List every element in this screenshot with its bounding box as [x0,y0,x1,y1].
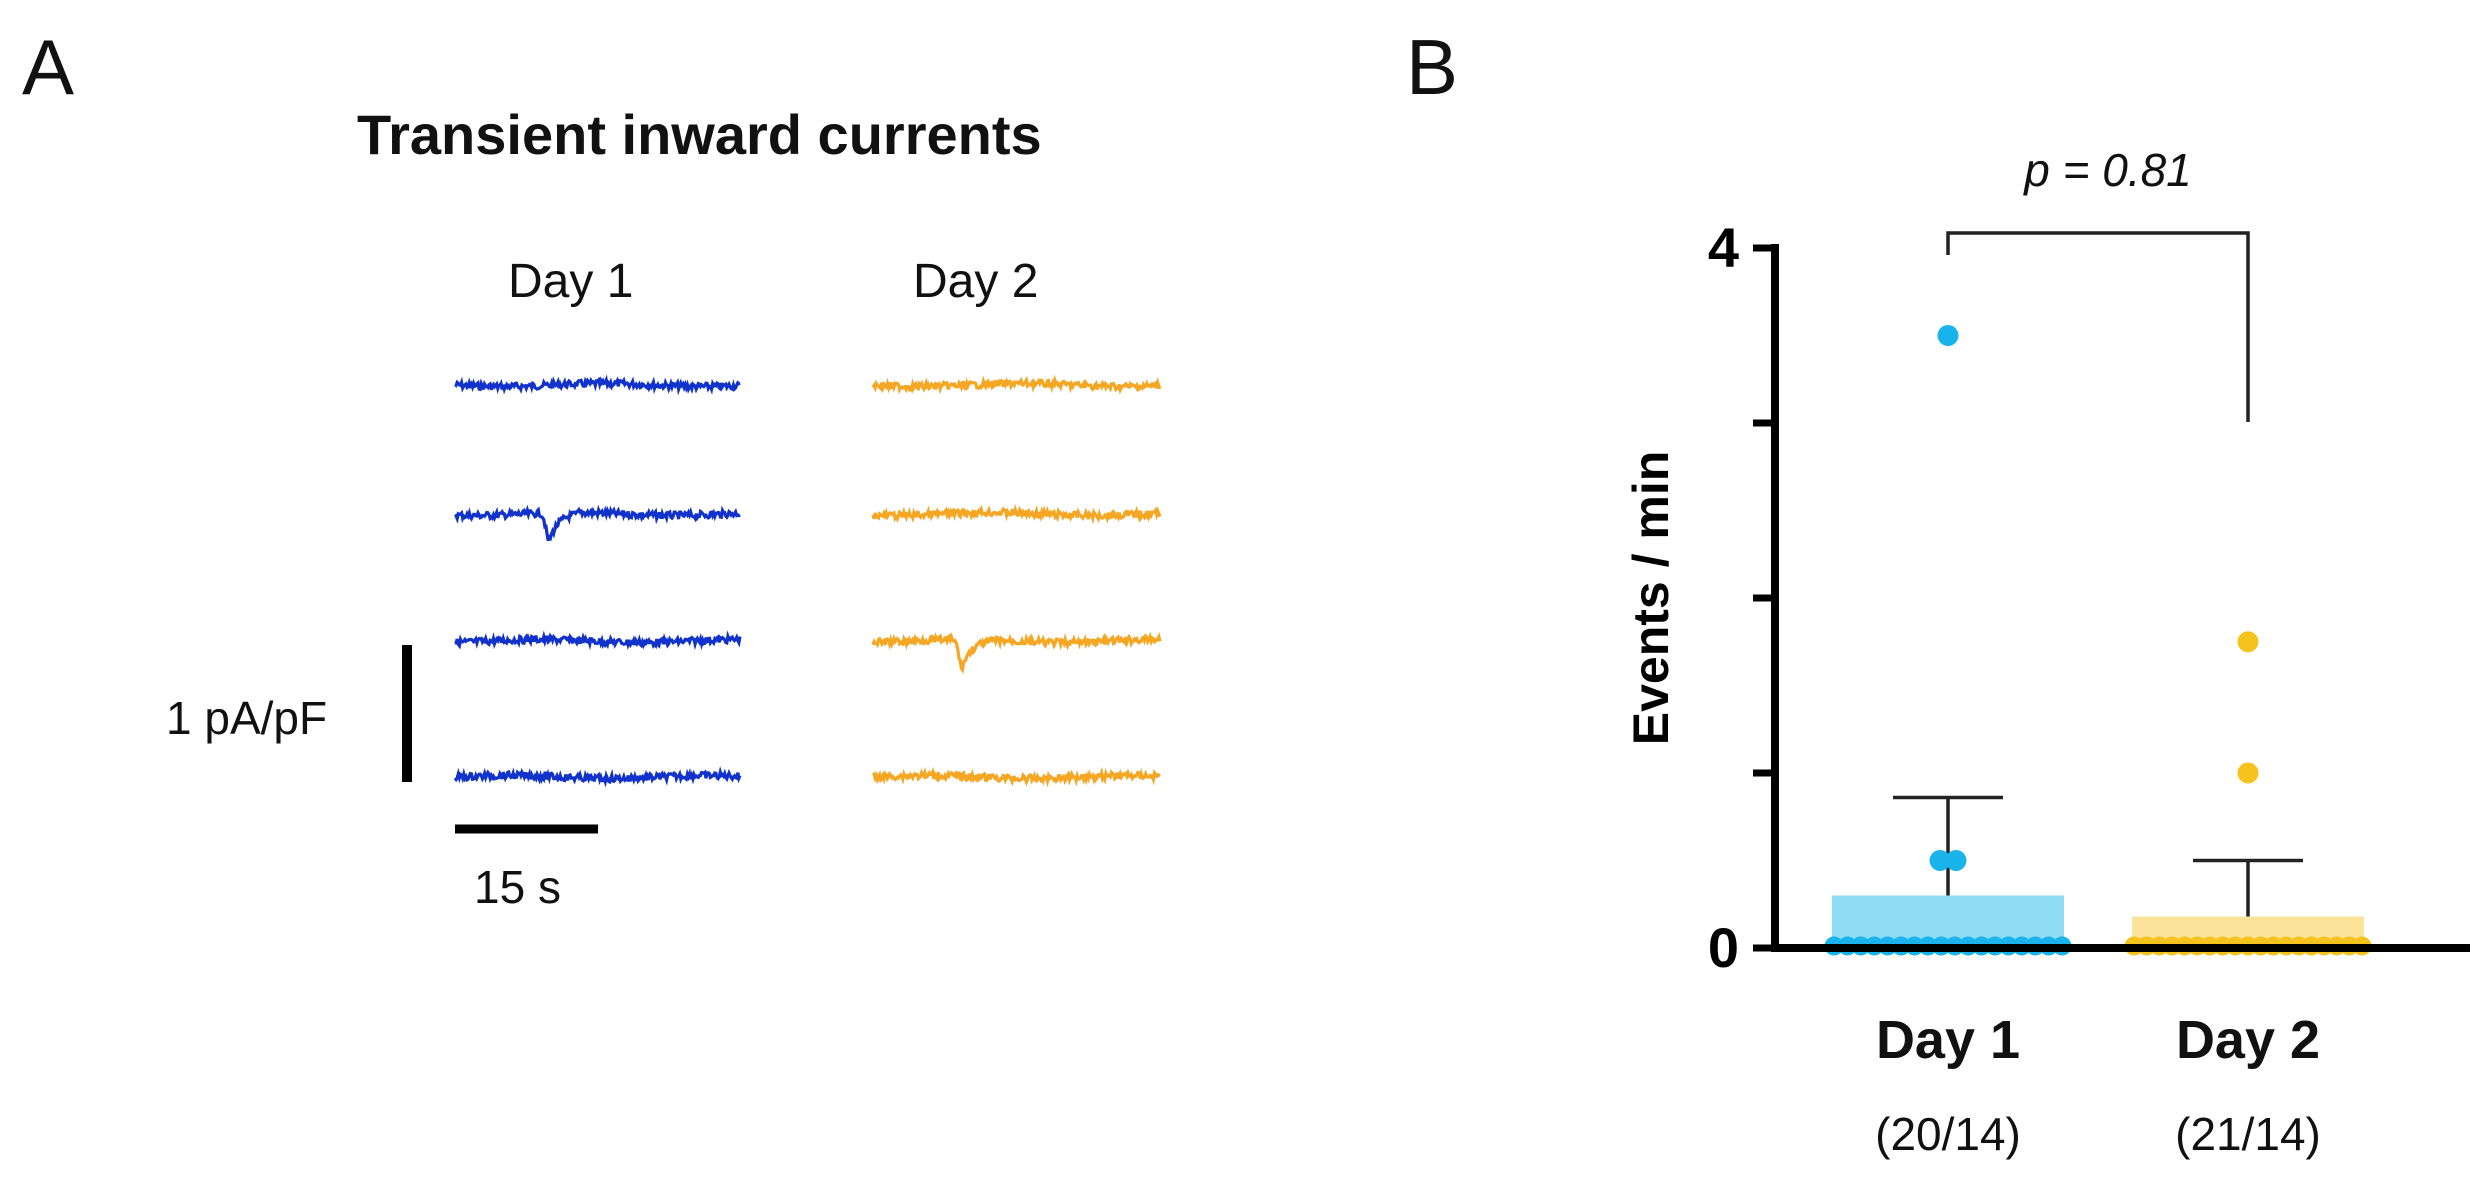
x-category-label: Day 1 [1876,1010,2020,1070]
panel-b-letter: B [1406,23,1459,111]
data-point-day2 [2237,631,2259,653]
scale-x-label: 15 s [474,861,561,913]
trace-day1-row-1 [454,374,741,396]
x-category-label: Day 2 [2176,1010,2320,1070]
p-value-annotation: p = 0.81 [2022,144,2192,196]
trace-day2-row-1 [871,374,1162,395]
y-tick-label: 4 [1708,216,1739,279]
trace-day1-row-4 [453,766,742,788]
panel-a-letter: A [22,23,75,111]
data-point-day1 [1929,850,1951,871]
day1-trace-label: Day 1 [508,255,634,308]
data-point-day2 [2237,762,2259,784]
trace-day2-row-2 [871,503,1162,525]
events-bar-chart: 0 4 Events / min Day 1 (20/14) Day 2 (21/14) p … [1623,144,2470,1160]
trace-day2-row-3 [871,631,1162,675]
panel-a-title: Transient inward currents [357,103,1042,166]
data-point-day1 [1945,850,1967,871]
scale-y-label: 1 pA/pF [166,692,328,744]
significance-bracket [1946,231,2250,422]
x-category-sublabel: (21/14) [2175,1108,2321,1160]
y-axis-label: Events / min [1623,451,1679,746]
trace-day1-row-2 [453,504,741,542]
x-category-sublabel: (20/14) [1875,1108,2021,1160]
trace-day1-row-3 [454,630,742,651]
data-point-day1 [1937,325,1959,346]
trace-day2-row-4 [871,766,1161,788]
current-traces [402,374,1162,834]
y-tick-label: 0 [1708,916,1739,979]
day2-trace-label: Day 2 [913,255,1039,308]
